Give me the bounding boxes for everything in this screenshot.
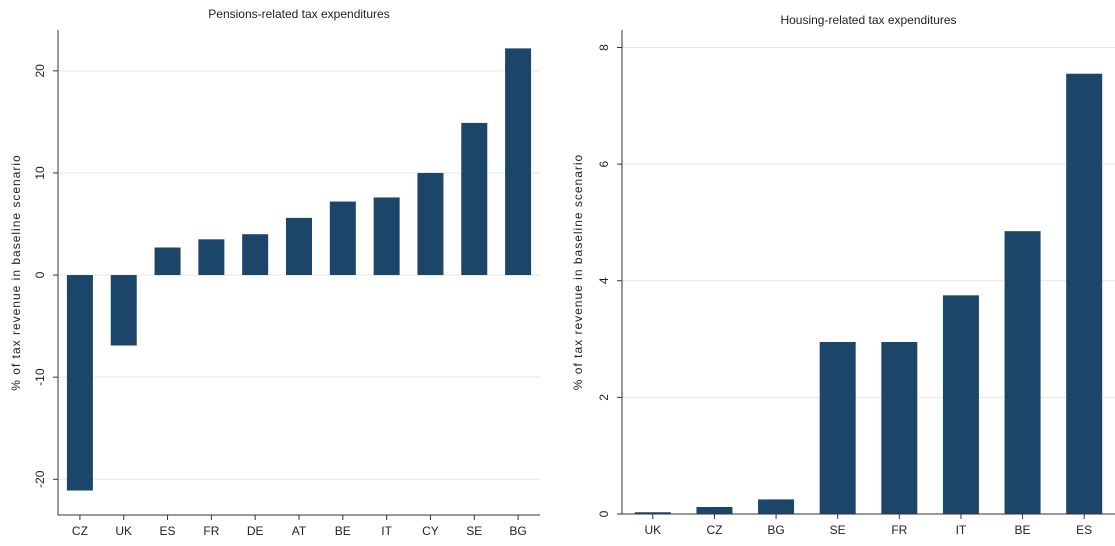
x-tick-label: BE: [335, 524, 351, 538]
x-tick-label: CZ: [72, 524, 88, 538]
bar-fr: [881, 341, 918, 514]
x-tick-label: CY: [422, 524, 439, 538]
bar-fr: [198, 239, 225, 276]
bar-at: [286, 217, 312, 276]
y-tick-label: 2: [597, 394, 611, 401]
bar-it: [942, 295, 979, 514]
x-tick-label: BG: [767, 523, 784, 537]
y-tick-label: 4: [597, 277, 611, 284]
bar-be: [1004, 231, 1041, 514]
housing-chart-svg: Housing-related tax expenditures % of ta…: [571, 13, 1115, 537]
y-tick-label: 6: [597, 160, 611, 167]
bar-se: [461, 122, 488, 276]
y-axis-label: % of tax revenue in baseline scenario: [9, 154, 23, 390]
bar-be: [329, 201, 356, 276]
pensions-chart: Pensions-related tax expenditures % of t…: [0, 0, 550, 541]
chart-title: Housing-related tax expenditures: [780, 13, 956, 27]
bar-es: [1066, 73, 1103, 515]
x-tick-label: DE: [247, 524, 264, 538]
y-tick-label: 20: [33, 64, 47, 78]
x-tick-label: SE: [830, 523, 846, 537]
pensions-chart-svg: Pensions-related tax expenditures % of t…: [9, 7, 540, 538]
chart-title: Pensions-related tax expenditures: [208, 7, 389, 21]
bar-cz: [696, 507, 733, 514]
x-tick-label: UK: [644, 523, 661, 537]
x-tick-label: FR: [203, 524, 219, 538]
x-tick-label: ES: [160, 524, 176, 538]
x-tick-label: IT: [381, 524, 392, 538]
y-tick-label: -10: [33, 368, 47, 386]
x-tick-label: BE: [1015, 523, 1031, 537]
x-tick-label: AT: [292, 524, 307, 538]
bar-uk: [110, 275, 137, 346]
bar-es: [154, 247, 181, 276]
x-tick-label: IT: [956, 523, 967, 537]
bar-se: [819, 341, 856, 514]
x-tick-label: SE: [466, 524, 482, 538]
y-axis-label: % of tax revenue in baseline scenario: [571, 154, 585, 390]
x-tick-label: CZ: [706, 523, 722, 537]
x-tick-label: FR: [891, 523, 907, 537]
x-tick-label: ES: [1076, 523, 1092, 537]
bar-uk: [634, 512, 671, 514]
y-tick-label: 0: [597, 510, 611, 517]
bar-bg: [758, 499, 795, 514]
bar-de: [242, 234, 269, 276]
y-tick-label: 0: [33, 271, 47, 278]
bar-cy: [417, 172, 444, 276]
bar-it: [373, 197, 400, 276]
y-tick-label: 10: [33, 166, 47, 180]
y-tick-label: -20: [33, 470, 47, 488]
housing-chart: Housing-related tax expenditures % of ta…: [560, 0, 1115, 541]
x-tick-label: UK: [115, 524, 132, 538]
y-tick-label: 8: [597, 44, 611, 51]
x-tick-label: BG: [509, 524, 526, 538]
bar-bg: [505, 48, 532, 276]
bar-cz: [66, 275, 93, 491]
